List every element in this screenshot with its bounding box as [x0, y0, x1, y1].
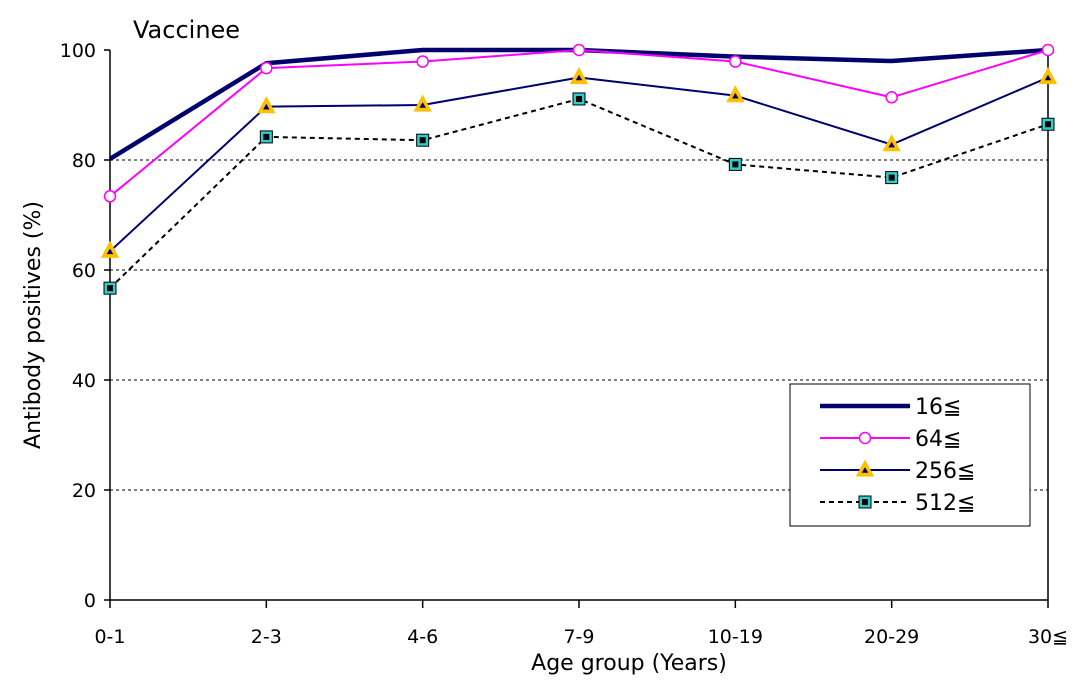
series-line — [109, 97, 1049, 289]
data-point-core — [263, 103, 270, 110]
data-point — [416, 55, 429, 68]
data-point-core — [419, 137, 426, 144]
legend-item: 64≦ — [820, 427, 961, 452]
data-point — [1041, 43, 1055, 57]
data-point-core — [1044, 74, 1052, 81]
legend-label: 256≦ — [915, 459, 975, 484]
x-tick-label: 7-9 — [563, 626, 594, 648]
x-tick-label: 30≦ — [1028, 626, 1068, 648]
x-tick-label: 10-19 — [708, 626, 763, 648]
data-point — [885, 91, 898, 104]
data-point-core — [106, 248, 114, 255]
y-tick-label: 0 — [84, 590, 96, 612]
data-point-core — [419, 102, 426, 108]
series-256≦ — [100, 66, 1058, 258]
data-point — [858, 431, 872, 445]
series-64≦ — [103, 43, 1055, 203]
legend-item: 16≦ — [820, 395, 961, 420]
legend-label: 512≦ — [915, 491, 975, 516]
y-tick-label: 40 — [72, 370, 96, 392]
tick-labels: 0 20 40 60 80 100 0-1 2-3 4-6 7-9 10-19 20-29 30≦ — [60, 40, 1068, 648]
chart-title: Vaccinee — [133, 16, 240, 44]
data-point — [729, 55, 742, 68]
data-point-core — [732, 92, 739, 99]
x-axis-title: Age group (Years) — [531, 651, 727, 676]
data-point — [572, 43, 586, 57]
x-tick-label: 2-3 — [251, 626, 282, 648]
y-tick-label: 20 — [72, 480, 96, 502]
data-point-core — [888, 141, 895, 148]
legend-label: 64≦ — [915, 427, 961, 452]
data-point-core — [263, 133, 270, 140]
legend-label: 16≦ — [915, 395, 961, 420]
data-point-core — [732, 161, 739, 168]
y-tick-label: 60 — [72, 260, 96, 282]
series-512≦ — [103, 92, 1055, 295]
x-tick-label: 20-29 — [864, 626, 919, 648]
x-tick-label: 4-6 — [407, 626, 438, 648]
data-point — [260, 61, 273, 75]
legend-item: 256≦ — [820, 459, 975, 484]
series-lines — [100, 43, 1058, 295]
y-tick-label: 100 — [60, 40, 96, 62]
y-axis-title: Antibody positives (%) — [21, 201, 46, 449]
legend-item: 512≦ — [820, 491, 975, 516]
x-tick-label: 0-1 — [94, 626, 125, 648]
data-point-core — [861, 467, 869, 473]
data-point-core — [575, 74, 583, 81]
data-point-core — [862, 499, 868, 505]
data-point-core — [107, 285, 113, 292]
y-tick-label: 80 — [72, 150, 96, 172]
data-point — [103, 190, 117, 203]
data-point-core — [1045, 121, 1051, 128]
data-point-core — [576, 95, 582, 102]
data-point-core — [888, 174, 895, 181]
legend: 16≦ 64≦ 256≦ 512≦ — [789, 383, 1031, 527]
